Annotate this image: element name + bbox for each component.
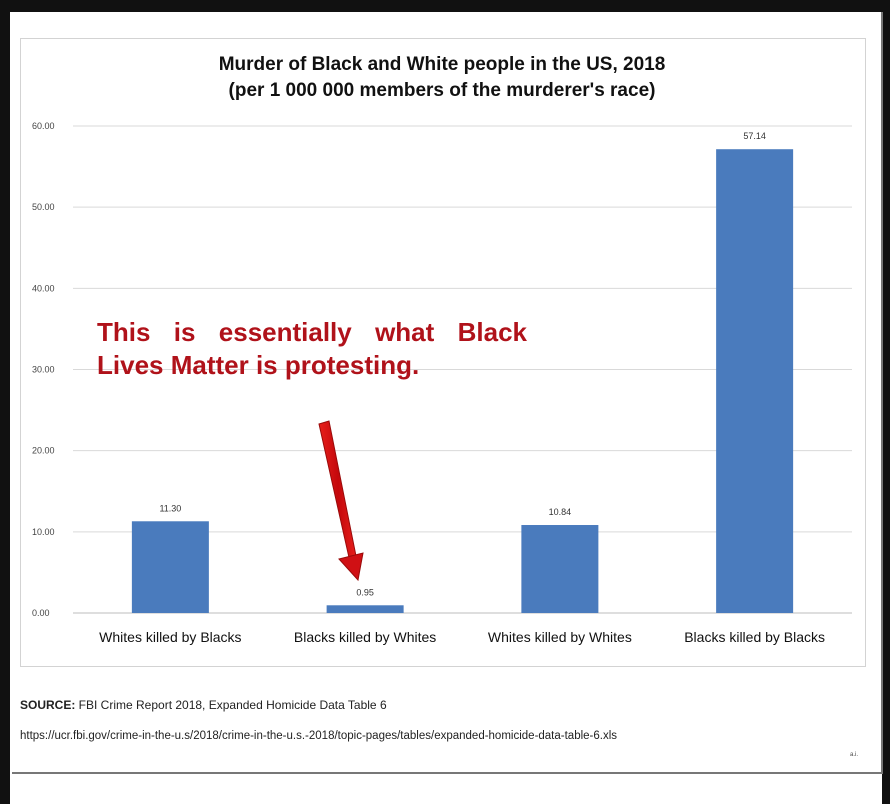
annotation-text: This is essentially what Black Lives Mat… — [97, 317, 527, 380]
x-category-label: Whites killed by Blacks — [99, 629, 241, 645]
data-label: 57.14 — [743, 131, 766, 141]
bars — [131, 149, 794, 613]
y-tick-label: 60.00 — [32, 121, 55, 131]
x-axis-labels: Whites killed by Blacks Blacks killed by … — [99, 629, 825, 645]
bar — [716, 149, 794, 613]
source-label: SOURCE: — [20, 698, 76, 712]
y-tick-label: 30.00 — [32, 365, 55, 375]
y-tick-label: 0.00 — [32, 608, 50, 618]
chart-title-block: Murder of Black and White people in the … — [20, 52, 864, 104]
frame-top — [0, 0, 890, 12]
y-tick-label: 20.00 — [32, 446, 55, 456]
data-labels: 11.30 0.95 10.84 57.14 — [159, 131, 765, 597]
data-label: 11.30 — [159, 503, 181, 513]
source-line: SOURCE: FBI Crime Report 2018, Expanded … — [20, 698, 387, 712]
x-category-label: Blacks killed by Blacks — [684, 629, 825, 645]
chart-title: Murder of Black and White people in the … — [218, 54, 666, 75]
data-label: 10.84 — [549, 507, 572, 517]
chart-subtitle: (per 1 000 000 members of the murderer's… — [228, 80, 656, 101]
y-tick-label: 10.00 — [32, 527, 55, 537]
y-tick-label: 40.00 — [32, 283, 55, 293]
bar — [326, 605, 404, 613]
source-url: https://ucr.fbi.gov/crime-in-the-u.s/201… — [20, 730, 618, 742]
x-category-label: Whites killed by Whites — [488, 629, 632, 645]
frame-left — [0, 0, 10, 804]
y-tick-label: 50.00 — [32, 202, 55, 212]
bar — [131, 521, 209, 613]
source-text: FBI Crime Report 2018, Expanded Homicide… — [75, 698, 387, 712]
y-axis-ticks: 0.00 10.00 20.00 30.00 40.00 50.00 60.00 — [32, 121, 55, 618]
data-label: 0.95 — [356, 587, 374, 597]
bar — [521, 525, 599, 613]
red-arrow — [318, 420, 364, 582]
corner-mark: a.i. — [850, 752, 859, 758]
x-category-label: Blacks killed by Whites — [294, 629, 436, 645]
frame-right — [882, 0, 890, 804]
